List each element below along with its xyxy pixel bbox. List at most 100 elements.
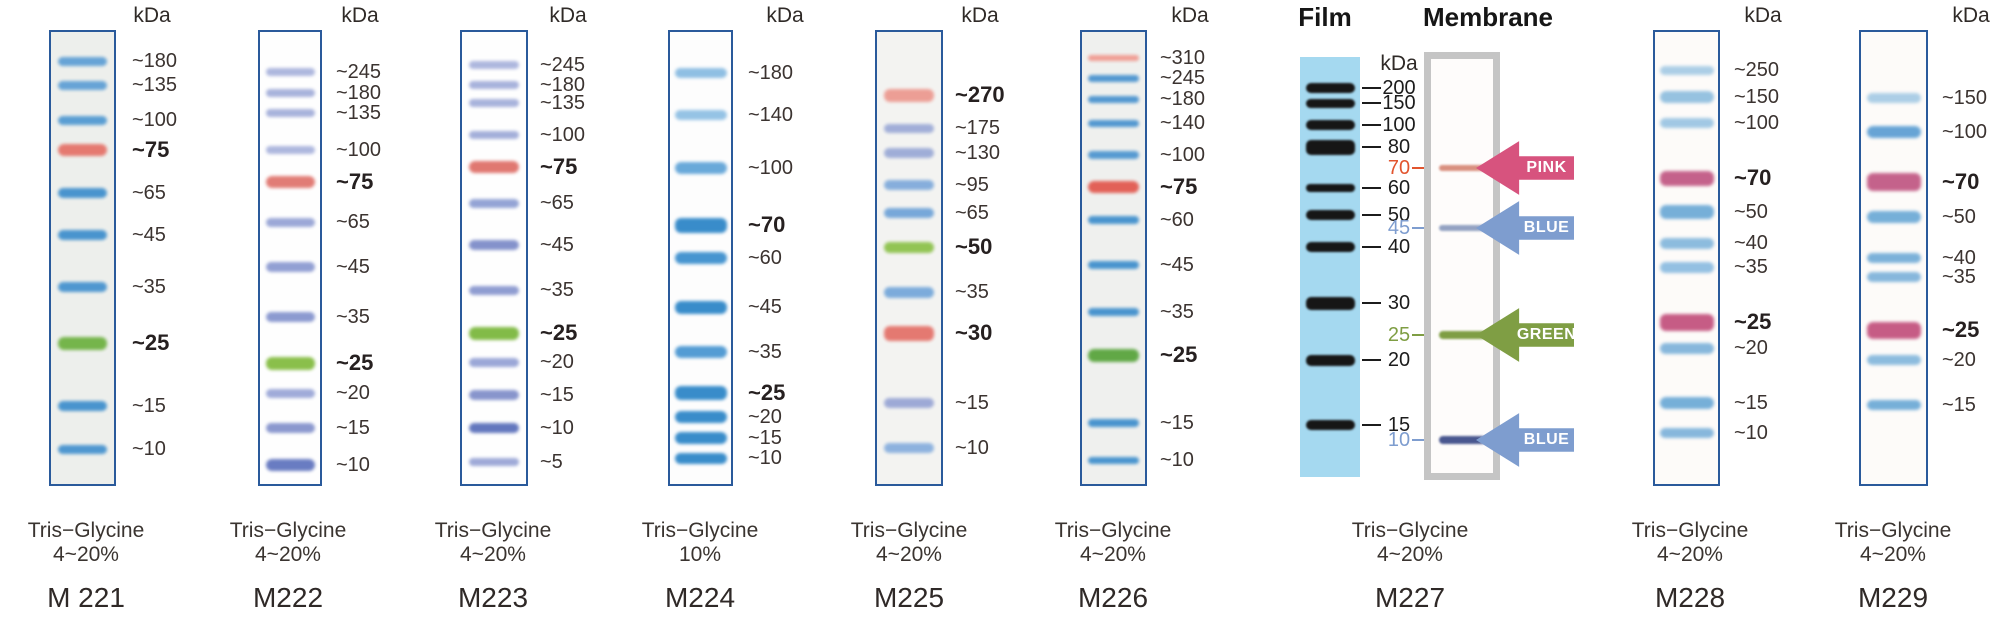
band-label-M228-35: ~35 <box>1734 256 1768 278</box>
band-label-M229-25: ~25 <box>1942 317 1980 342</box>
band-M226-45 <box>1088 261 1139 269</box>
band-M225-50 <box>884 241 934 253</box>
band-label-M226-75: ~75 <box>1160 174 1198 199</box>
arrow-label: BLUE <box>1523 218 1570 236</box>
band-M229-25 <box>1867 321 1921 339</box>
gel-type-M222: Tris−Glycine 4~20% <box>178 519 398 567</box>
band-M223-25 <box>469 326 519 340</box>
band-M226-10 <box>1088 456 1139 464</box>
scale-value-70: 70 <box>1387 157 1411 179</box>
membrane-band-25 <box>1439 331 1486 339</box>
band-label-M225-50: ~50 <box>955 234 993 259</box>
band-label-M223-10: ~10 <box>540 417 574 439</box>
band-M224-100 <box>675 162 727 174</box>
band-label-M222-75: ~75 <box>336 169 374 194</box>
film-band-80 <box>1306 139 1355 155</box>
arrow-pink-0: PINK <box>1476 140 1574 196</box>
gel-type-M224: Tris−Glycine 10% <box>590 519 810 567</box>
gel-type-M223: Tris−Glycine 4~20% <box>383 519 603 567</box>
band-M229-50 <box>1867 211 1921 223</box>
band-M224-35 <box>675 346 727 358</box>
band-M228-25 <box>1660 313 1714 331</box>
scale-value-25: 25 <box>1387 324 1411 346</box>
scale-value-20: 20 <box>1387 349 1411 371</box>
band-label-M224-25: ~25 <box>748 380 786 405</box>
gel-type-M225: Tris−Glycine 4~20% <box>799 519 1019 567</box>
band-M222-65 <box>266 217 315 227</box>
band-M221-15 <box>58 401 107 411</box>
band-M221-100 <box>58 115 107 125</box>
band-M225-95 <box>884 180 934 190</box>
gel-type-line2: 4~20% <box>1080 543 1146 566</box>
band-label-M223-100: ~100 <box>540 124 586 146</box>
band-label-M226-245: ~245 <box>1160 67 1206 89</box>
band-M225-65 <box>884 208 934 218</box>
gel-type-line2: 4~20% <box>1860 543 1926 566</box>
band-label-M224-20: ~20 <box>748 406 782 428</box>
band-M225-270 <box>884 88 934 102</box>
membrane-band-10 <box>1439 436 1486 444</box>
band-label-M229-70: ~70 <box>1942 169 1980 194</box>
gel-type-line2: 4~20% <box>1377 543 1443 566</box>
band-M228-100 <box>1660 118 1714 128</box>
membrane-band-70 <box>1439 165 1486 171</box>
band-M226-15 <box>1088 419 1139 427</box>
band-M223-15 <box>469 390 519 400</box>
gel-type-line2: 4~20% <box>255 543 321 566</box>
band-M228-50 <box>1660 205 1714 219</box>
band-label-M221-35: ~35 <box>132 276 166 298</box>
band-M225-175 <box>884 123 934 133</box>
scale-value-100: 100 <box>1382 114 1416 136</box>
band-M221-35 <box>58 282 107 292</box>
gel-type-M221: Tris−Glycine 4~20% <box>0 519 196 567</box>
band-label-M226-15: ~15 <box>1160 412 1194 434</box>
gel-box-M226 <box>1080 30 1147 486</box>
scale-value-30: 30 <box>1387 292 1411 314</box>
band-label-M228-70: ~70 <box>1734 165 1772 190</box>
lane-title-M223: M223 <box>457 582 529 613</box>
band-label-M224-100: ~100 <box>748 157 794 179</box>
lane-title-M225: M225 <box>873 582 945 613</box>
band-M226-245 <box>1088 74 1139 82</box>
scale-tick-20 <box>1362 359 1381 361</box>
band-M226-100 <box>1088 151 1139 159</box>
band-M221-65 <box>58 188 107 198</box>
kda-header-M221: kDa <box>133 4 171 27</box>
band-label-M224-180: ~180 <box>748 62 794 84</box>
band-M221-45 <box>58 230 107 240</box>
band-M224-60 <box>675 252 727 264</box>
band-M223-135 <box>469 99 519 107</box>
membrane-frame <box>1424 52 1500 480</box>
band-label-M221-45: ~45 <box>132 224 166 246</box>
kda-header-M228: kDa <box>1744 4 1782 27</box>
gel-type-M227: Tris−Glycine 4~20% <box>1300 519 1520 567</box>
band-M223-75 <box>469 161 519 173</box>
film-title: Film <box>1298 2 1352 32</box>
band-M222-10 <box>266 459 315 471</box>
band-label-M222-15: ~15 <box>336 417 370 439</box>
band-M229-20 <box>1867 355 1921 365</box>
band-label-M226-25: ~25 <box>1160 342 1198 367</box>
band-label-M223-75: ~75 <box>540 154 578 179</box>
gel-type-line1: Tris−Glycine <box>1631 519 1749 542</box>
band-M226-180 <box>1088 95 1139 103</box>
band-label-M226-310: ~310 <box>1160 47 1206 69</box>
scale-tick-50 <box>1362 214 1381 216</box>
film-band-200 <box>1306 83 1355 93</box>
band-label-M229-35: ~35 <box>1942 266 1976 288</box>
film-band-20 <box>1306 354 1355 366</box>
band-label-M225-130: ~130 <box>955 142 1001 164</box>
film-band-50 <box>1306 210 1355 220</box>
band-label-M226-140: ~140 <box>1160 112 1206 134</box>
membrane-title: Membrane <box>1422 2 1554 32</box>
band-M225-15 <box>884 398 934 408</box>
kda-header-M225: kDa <box>961 4 999 27</box>
band-M229-40 <box>1867 253 1921 263</box>
band-label-M222-100: ~100 <box>336 139 382 161</box>
lane-title-M228: M228 <box>1654 582 1726 613</box>
band-M224-15 <box>675 432 727 444</box>
gel-type-line1: Tris−Glycine <box>434 519 552 542</box>
band-M228-15 <box>1660 397 1714 409</box>
band-label-M224-140: ~140 <box>748 104 794 126</box>
band-M224-20 <box>675 411 727 423</box>
